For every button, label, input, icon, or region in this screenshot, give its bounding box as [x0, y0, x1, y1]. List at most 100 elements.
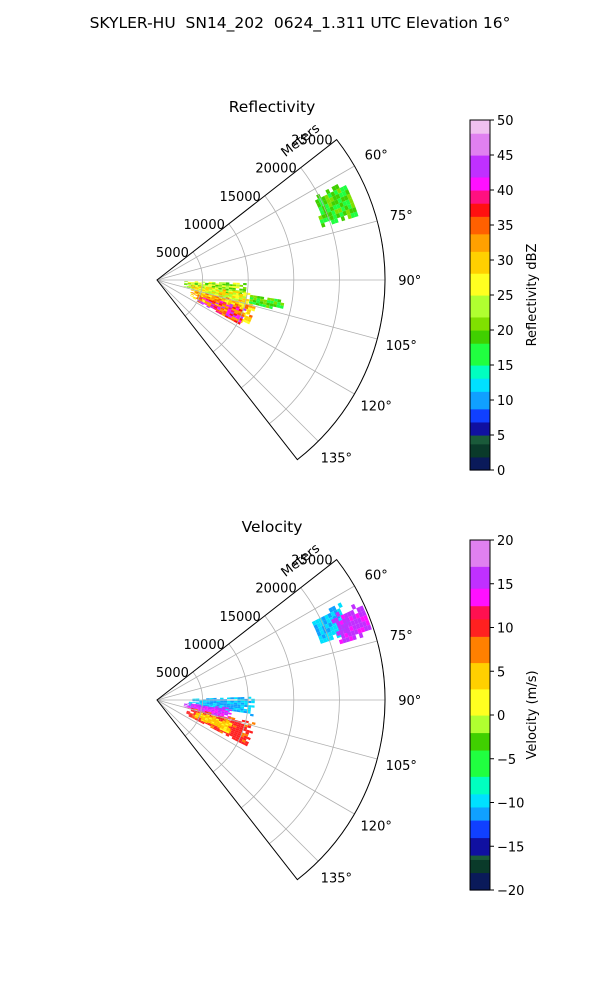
radial-tick-label: 10000 — [184, 218, 225, 233]
azimuth-tick-label: 135° — [321, 451, 352, 466]
echo-cell — [266, 302, 271, 306]
echo-cell — [215, 286, 219, 288]
echo-cell — [225, 294, 229, 297]
echo-cell — [256, 300, 260, 304]
echo-cell — [266, 300, 271, 304]
echo-cell — [195, 702, 200, 704]
echo-cell — [197, 706, 202, 708]
azimuth-tick-label: 75° — [390, 629, 413, 644]
azimuth-tick-label: 105° — [386, 339, 417, 354]
colorbar-segment — [470, 675, 490, 681]
echo-cell — [190, 289, 195, 292]
echo-cell — [207, 723, 212, 727]
echo-cell — [220, 717, 225, 721]
echo-cell — [332, 624, 338, 631]
colorbar-segment — [470, 688, 490, 694]
echo-cell — [230, 704, 234, 706]
colorbar-segment — [470, 220, 490, 226]
colorbar-segment — [470, 373, 490, 379]
colorbar-segment — [470, 754, 490, 760]
echo-cell — [359, 605, 365, 612]
echo-cell — [236, 314, 241, 318]
colorbar-segment — [470, 596, 490, 602]
echo-cell — [197, 294, 202, 297]
colorbar-segment — [470, 150, 490, 156]
colorbar-segment — [470, 540, 490, 545]
echo-cell — [212, 717, 216, 720]
echo-cell — [223, 726, 228, 729]
echo-cell — [340, 216, 346, 222]
echo-cell — [190, 710, 195, 713]
echo-cell — [208, 718, 212, 722]
echo-cell — [237, 700, 241, 703]
colorbar-segment — [470, 137, 490, 143]
echo-cell — [214, 304, 218, 308]
colorbar-tick-label: −5 — [497, 753, 516, 768]
echo-cell — [200, 718, 205, 721]
echo-cell — [219, 730, 224, 734]
echo-cell — [197, 720, 202, 723]
echo-cell — [334, 208, 340, 215]
colorbar-segment — [470, 802, 490, 808]
colorbar-segment — [470, 312, 490, 318]
echo-cell — [327, 211, 333, 217]
echo-cell — [337, 602, 343, 609]
echo-cell — [192, 702, 196, 703]
echo-cell — [347, 621, 353, 628]
colorbar-segment — [470, 443, 490, 449]
echo-cell — [353, 629, 359, 635]
echo-cell — [212, 299, 217, 303]
echo-cell — [242, 294, 247, 297]
echo-cell — [348, 208, 354, 214]
echo-cell — [222, 290, 227, 293]
echo-cell — [326, 198, 331, 204]
echo-cell — [204, 711, 209, 713]
azimuth-tick-label: 90° — [398, 694, 421, 709]
echo-cell — [205, 298, 210, 301]
echo-cell — [225, 304, 230, 307]
echo-cell — [349, 609, 355, 616]
echo-cell — [336, 608, 342, 614]
echo-cell — [214, 722, 218, 725]
colorbar-tick-label: 15 — [497, 359, 514, 374]
echo-cell — [198, 286, 203, 289]
echo-cell — [335, 193, 341, 200]
colorbar-segment — [470, 391, 490, 397]
echo-cell — [212, 704, 217, 706]
echo-cell — [191, 716, 196, 719]
colorbar-segment — [470, 251, 490, 257]
echo-cell — [237, 304, 242, 308]
colorbar-segment — [470, 614, 490, 620]
colorbar-segment — [470, 325, 490, 331]
echo-cell — [225, 305, 229, 309]
colorbar-segment — [470, 820, 490, 825]
echo-cell — [348, 615, 354, 622]
echo-cell — [240, 710, 244, 713]
range-ring — [269, 587, 340, 845]
echo-cell — [228, 709, 233, 712]
echo-cell — [338, 639, 344, 645]
echo-cell — [191, 703, 195, 705]
echo-cell — [331, 630, 336, 636]
echo-cell — [223, 730, 227, 734]
colorbar-segment — [470, 225, 490, 230]
echo-cell — [240, 700, 245, 703]
azimuth-gridline — [156, 699, 319, 862]
echo-cell — [207, 719, 212, 723]
colorbar-segment — [470, 623, 490, 629]
echo-cell — [340, 206, 346, 212]
echo-cell — [270, 300, 274, 304]
echo-cell — [341, 190, 347, 197]
echo-cell — [221, 313, 226, 317]
echo-cell — [327, 202, 333, 208]
echo-cell — [204, 719, 208, 723]
echo-cell — [220, 712, 225, 715]
echo-cell — [205, 293, 209, 296]
echo-cell — [316, 202, 322, 208]
colorbar-segment — [470, 452, 490, 458]
echo-cell — [337, 207, 343, 213]
colorbar-segment — [470, 544, 490, 550]
echo-cell — [225, 313, 230, 317]
echo-cell — [232, 292, 237, 295]
